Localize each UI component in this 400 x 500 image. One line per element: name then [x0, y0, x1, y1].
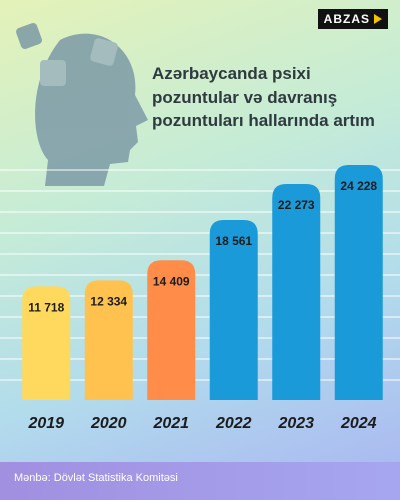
value-label: 11 718	[28, 301, 64, 315]
bar	[272, 183, 321, 400]
chart-title: Azərbaycanda psixi pozuntular və davranı…	[152, 64, 375, 130]
bar	[22, 286, 71, 400]
x-tick-label: 2020	[90, 415, 127, 432]
bar	[84, 280, 133, 400]
bar	[334, 165, 383, 400]
source-note: Mənbə: Dövlət Statistika Komitəsi	[0, 462, 400, 500]
value-label: 22 273	[278, 198, 315, 212]
value-label: 14 409	[153, 274, 190, 288]
head-illustration	[16, 23, 148, 186]
x-tick-label: 2024	[340, 415, 377, 432]
bar	[209, 219, 258, 400]
value-label: 24 228	[340, 179, 377, 193]
value-label: 18 561	[215, 234, 252, 248]
logo: ABZAS	[317, 9, 388, 29]
x-tick-label: 2023	[277, 415, 314, 432]
x-tick-label: 2019	[27, 415, 64, 432]
x-tick-label: 2022	[215, 415, 252, 432]
value-label: 12 334	[90, 295, 127, 309]
x-tick-label: 2021	[152, 415, 189, 432]
bar	[147, 260, 196, 400]
